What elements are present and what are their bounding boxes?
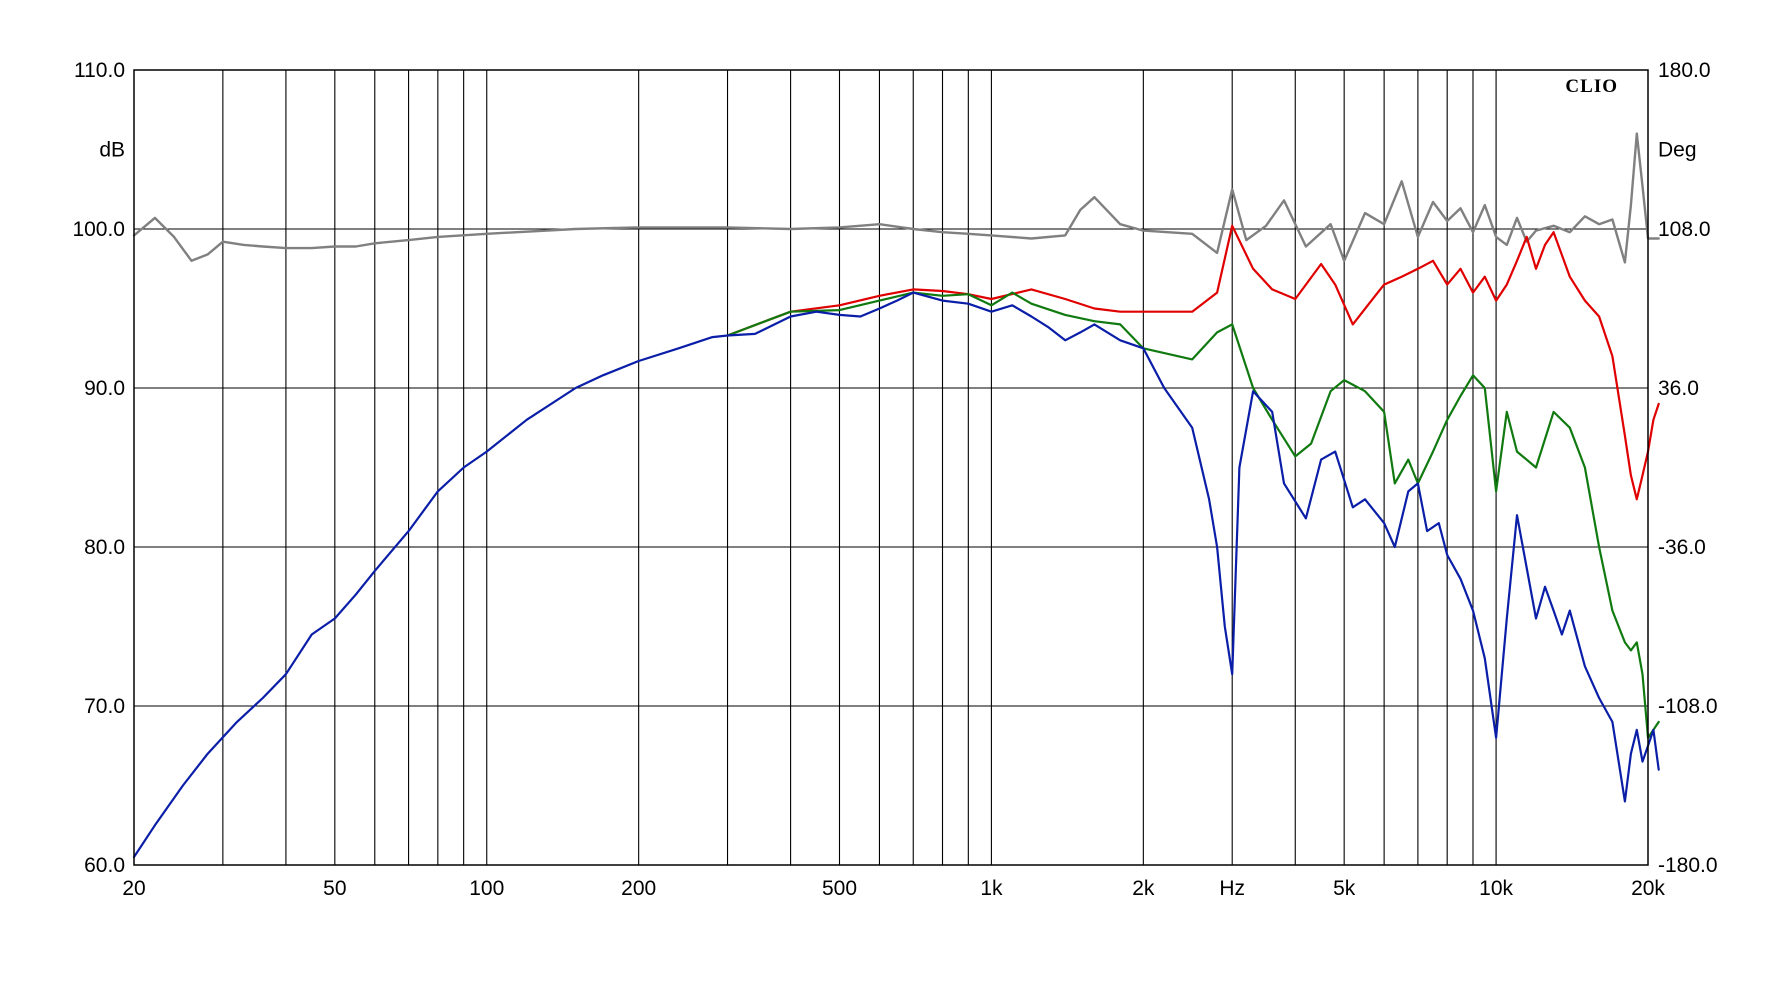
series-line-3 [726,291,1660,739]
x-tick-label: 5k [1333,877,1356,900]
left-y-tick-label: 70.0 [84,695,125,718]
vertical-grid [222,70,1497,865]
x-tick-label: 10k [1479,877,1513,900]
left-y-tick-label: 100.0 [72,218,125,241]
right-y-tick-label: 108.0 [1658,218,1711,241]
series-line-2 [726,224,1660,501]
right-y-tick-label: 36.0 [1658,377,1699,400]
plot-frame [133,69,1649,866]
right-y-tick-label: -108.0 [1658,695,1718,718]
right-y-axis-label: Deg [1658,139,1697,162]
left-y-tick-labels: 110.0 100.0 90.0 80.0 70.0 60.0 [72,59,125,877]
left-y-tick-label: 80.0 [84,536,125,559]
series-line-1 [132,132,1660,264]
x-tick-label: 20 [122,877,145,900]
left-y-tick-label: 90.0 [84,377,125,400]
x-tick-label: 50 [323,877,346,900]
left-y-axis-label: dB [99,139,125,162]
right-y-tick-labels: 180.0 108.0 36.0 -36.0 -108.0 -180.0 [1658,59,1718,877]
right-y-tick-label: -36.0 [1658,536,1706,559]
x-tick-label: 20k [1631,877,1665,900]
x-axis-label: Hz [1219,877,1245,900]
left-y-tick-label: 60.0 [84,854,125,877]
clio-logo: CLIO [1565,76,1618,97]
x-tick-label: 2k [1132,877,1155,900]
left-y-tick-label: 110.0 [74,59,125,82]
series-line-4 [132,291,1660,859]
x-tick-labels: 20 50 100 200 500 1k 2k 5k 10k 20k [122,877,1665,900]
x-tick-label: 100 [469,877,504,900]
right-y-tick-label: -180.0 [1658,854,1718,877]
x-tick-label: 1k [980,877,1003,900]
x-tick-label: 500 [822,877,857,900]
x-tick-label: 200 [621,877,656,900]
right-y-tick-label: 180.0 [1658,59,1711,82]
series-layer [132,132,1660,859]
